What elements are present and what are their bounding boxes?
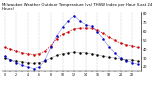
Text: Milwaukee Weather Outdoor Temperature (vs) THSW Index per Hour (Last 24 Hours): Milwaukee Weather Outdoor Temperature (v… [2,3,152,11]
